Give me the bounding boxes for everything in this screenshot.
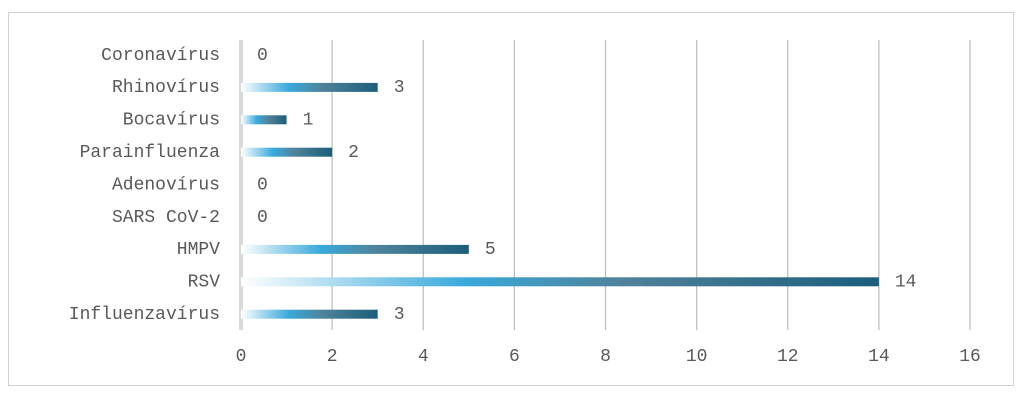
- y-tick-label: Parainfluenza: [80, 143, 221, 163]
- y-tick-label: RSV: [188, 273, 221, 293]
- x-tick-label: 0: [236, 347, 247, 367]
- chart-frame: [8, 12, 1014, 386]
- data-label: 1: [303, 111, 314, 131]
- data-label: 3: [394, 305, 405, 325]
- data-label: 3: [394, 78, 405, 98]
- bar: [241, 277, 879, 287]
- bar: [241, 82, 378, 92]
- data-label: 0: [257, 208, 268, 228]
- x-tick-label: 8: [600, 347, 611, 367]
- x-tick-label: 2: [327, 347, 338, 367]
- x-tick-label: 12: [777, 347, 799, 367]
- y-tick-label: SARS CoV-2: [112, 208, 220, 228]
- x-tick-label: 6: [509, 347, 520, 367]
- data-label: 14: [895, 273, 917, 293]
- x-tick-label: 16: [959, 347, 981, 367]
- data-label: 0: [257, 46, 268, 66]
- data-label: 2: [348, 143, 359, 163]
- y-tick-label: Adenovírus: [112, 175, 220, 195]
- bar: [241, 309, 378, 319]
- data-label: 0: [257, 175, 268, 195]
- y-tick-label: Coronavírus: [101, 46, 220, 66]
- bar: [241, 147, 333, 157]
- data-label: 5: [485, 240, 496, 260]
- y-tick-label: HMPV: [177, 240, 220, 260]
- bar: [241, 115, 287, 125]
- y-tick-label: Rhinovírus: [112, 78, 220, 98]
- bar: [241, 244, 469, 254]
- x-tick-label: 4: [418, 347, 429, 367]
- x-tick-label: 10: [686, 347, 708, 367]
- x-tick-label: 14: [868, 347, 890, 367]
- y-tick-label: Influenzavírus: [69, 305, 220, 325]
- y-tick-label: Bocavírus: [123, 111, 220, 131]
